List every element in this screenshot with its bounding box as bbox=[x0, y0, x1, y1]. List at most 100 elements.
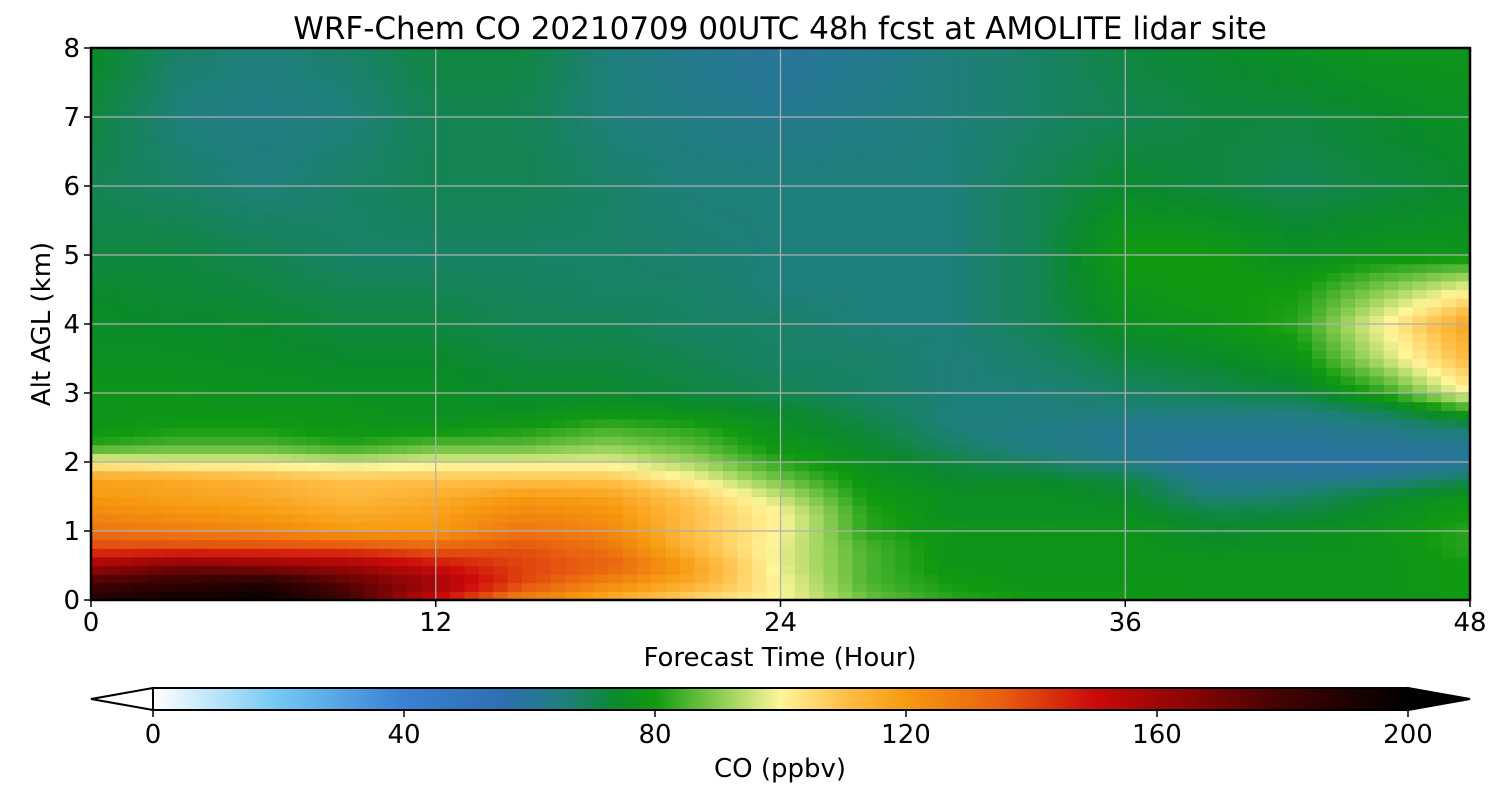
heatmap-cell bbox=[823, 186, 839, 196]
heatmap-cell bbox=[464, 272, 480, 282]
heatmap-cell bbox=[335, 229, 351, 239]
heatmap-cell bbox=[306, 324, 322, 334]
heatmap-cell bbox=[1283, 324, 1299, 334]
heatmap-cell bbox=[119, 229, 135, 239]
heatmap-cell bbox=[134, 142, 150, 153]
heatmap-cell bbox=[651, 513, 667, 523]
heatmap-cell bbox=[1283, 315, 1299, 325]
heatmap-cell bbox=[1168, 574, 1184, 584]
heatmap-cell bbox=[320, 203, 336, 213]
heatmap-cell bbox=[1039, 436, 1055, 446]
heatmap-cell bbox=[450, 168, 466, 178]
heatmap-cell bbox=[622, 177, 638, 187]
heatmap-cell bbox=[1455, 444, 1470, 454]
heatmap-cell bbox=[234, 591, 250, 600]
heatmap-cell bbox=[220, 332, 236, 342]
heatmap-cell bbox=[1297, 203, 1313, 213]
heatmap-cell bbox=[234, 151, 250, 161]
heatmap-cell bbox=[1168, 237, 1184, 247]
heatmap-cell bbox=[823, 453, 839, 463]
heatmap-cell bbox=[1441, 280, 1457, 291]
heatmap-cell bbox=[1225, 401, 1241, 411]
heatmap-cell bbox=[1197, 324, 1213, 334]
heatmap-cell bbox=[952, 375, 968, 385]
heatmap-cell bbox=[593, 479, 609, 489]
heatmap-cell bbox=[1254, 505, 1270, 515]
heatmap-cell bbox=[1426, 582, 1442, 592]
heatmap-cell bbox=[651, 531, 667, 541]
heatmap-cell bbox=[234, 453, 250, 463]
heatmap-cell bbox=[981, 272, 997, 282]
heatmap-cell bbox=[1067, 505, 1083, 515]
heatmap-cell bbox=[550, 229, 566, 239]
heatmap-cell bbox=[723, 194, 738, 204]
heatmap-cell bbox=[723, 306, 738, 316]
heatmap-cell bbox=[91, 168, 106, 178]
heatmap-cell bbox=[766, 427, 782, 437]
heatmap-cell bbox=[407, 565, 422, 575]
heatmap-cell bbox=[1096, 203, 1112, 213]
heatmap-cell bbox=[536, 315, 552, 325]
heatmap-cell bbox=[1067, 565, 1083, 575]
heatmap-cell bbox=[1426, 160, 1442, 170]
heatmap-cell bbox=[1182, 565, 1198, 575]
heatmap-cell bbox=[665, 168, 681, 178]
heatmap-cell bbox=[723, 565, 738, 575]
heatmap-cell bbox=[694, 401, 710, 411]
heatmap-cell bbox=[1254, 462, 1270, 472]
heatmap-cell bbox=[924, 479, 940, 489]
heatmap-cell bbox=[723, 522, 738, 532]
heatmap-cell bbox=[1096, 479, 1112, 489]
heatmap-cell bbox=[1110, 263, 1126, 273]
heatmap-cell bbox=[823, 263, 839, 273]
heatmap-cell bbox=[277, 186, 293, 196]
heatmap-cell bbox=[363, 298, 379, 308]
heatmap-cell bbox=[105, 229, 121, 239]
heatmap-cell bbox=[335, 160, 351, 170]
heatmap-cell bbox=[1082, 263, 1098, 273]
heatmap-cell bbox=[1311, 211, 1327, 222]
heatmap-cell bbox=[579, 384, 595, 394]
heatmap-cell bbox=[981, 315, 997, 325]
heatmap-cell bbox=[435, 263, 451, 273]
heatmap-cell bbox=[550, 367, 566, 377]
heatmap-cell bbox=[579, 393, 595, 403]
heatmap-cell bbox=[866, 487, 882, 498]
heatmap-cell bbox=[1110, 522, 1126, 532]
heatmap-cell bbox=[220, 436, 236, 446]
heatmap-cell bbox=[363, 349, 379, 360]
heatmap-cell bbox=[292, 358, 308, 368]
heatmap-cell bbox=[751, 194, 767, 204]
heatmap-cell bbox=[220, 375, 236, 385]
heatmap-cell bbox=[392, 203, 408, 213]
heatmap-cell bbox=[938, 186, 954, 196]
heatmap-cell bbox=[378, 160, 394, 170]
heatmap-cell bbox=[191, 565, 207, 575]
heatmap-cell bbox=[866, 298, 882, 308]
heatmap-cell bbox=[493, 168, 509, 178]
heatmap-cell bbox=[1254, 582, 1270, 592]
heatmap-cell bbox=[636, 349, 652, 360]
heatmap-cell bbox=[450, 229, 466, 239]
heatmap-cell bbox=[565, 272, 580, 282]
heatmap-cell bbox=[665, 393, 681, 403]
heatmap-cell bbox=[1398, 556, 1414, 567]
heatmap-cell bbox=[1096, 539, 1112, 549]
heatmap-cell bbox=[608, 255, 624, 265]
heatmap-cell bbox=[320, 194, 336, 204]
heatmap-cell bbox=[1426, 211, 1442, 222]
heatmap-cell bbox=[1369, 531, 1385, 541]
heatmap-cell bbox=[852, 280, 868, 291]
heatmap-cell bbox=[579, 280, 595, 291]
heatmap-cell bbox=[421, 298, 437, 308]
heatmap-cell bbox=[1168, 160, 1184, 170]
heatmap-cell bbox=[234, 186, 250, 196]
heatmap-cell bbox=[952, 367, 968, 377]
heatmap-cell bbox=[881, 358, 897, 368]
heatmap-cell bbox=[593, 255, 609, 265]
heatmap-cell bbox=[1211, 505, 1227, 515]
heatmap-cell bbox=[1455, 211, 1470, 222]
heatmap-cell bbox=[1010, 418, 1026, 429]
heatmap-cell bbox=[723, 263, 738, 273]
heatmap-cell bbox=[909, 513, 925, 523]
